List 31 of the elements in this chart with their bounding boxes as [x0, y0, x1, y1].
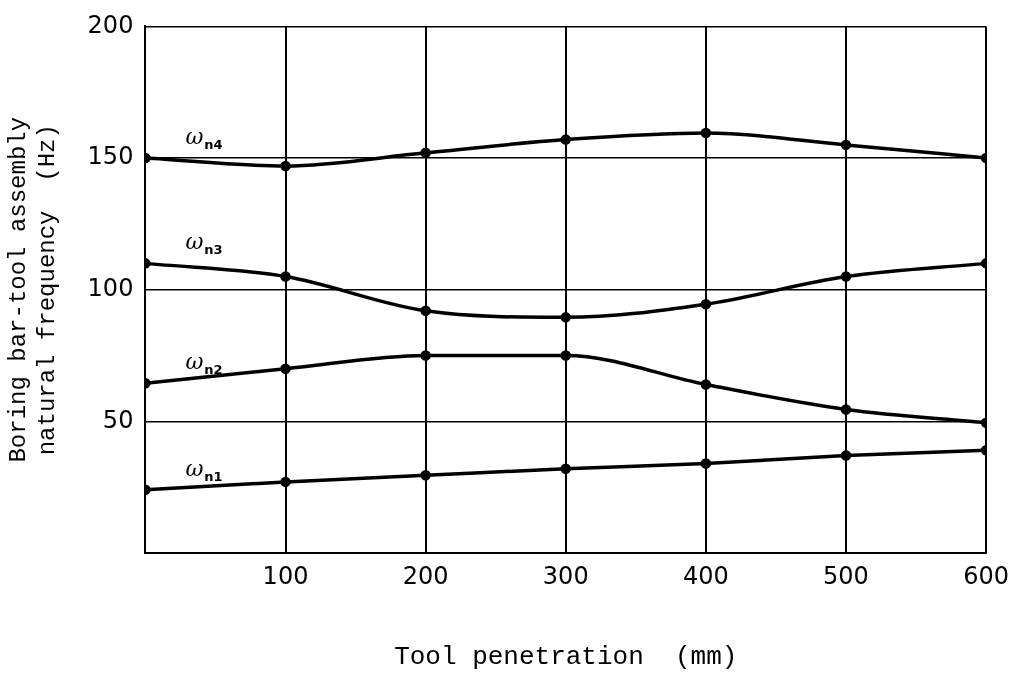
- point: [560, 463, 571, 474]
- point: [840, 139, 852, 151]
- point: [280, 271, 291, 282]
- point: [420, 470, 431, 481]
- point: [560, 350, 571, 361]
- x-tick-label: 500: [823, 561, 869, 590]
- point: [700, 458, 712, 469]
- y-tick-label: 150: [87, 142, 134, 171]
- x-tick-label: 600: [963, 561, 1009, 590]
- x-axis-title: Tool penetration (mm): [394, 642, 738, 673]
- y-axis-title: Boring bar-tool assembly natural frequency (Hz): [4, 116, 61, 463]
- point: [840, 271, 852, 282]
- point: [560, 134, 571, 145]
- point: [420, 305, 431, 317]
- point: [840, 450, 852, 461]
- point: [420, 350, 431, 361]
- y-tick-label: 50: [102, 405, 134, 434]
- point: [700, 127, 712, 139]
- point: [280, 363, 291, 374]
- point: [700, 379, 712, 390]
- x-tick-label: 400: [682, 561, 729, 590]
- y-tick-label: 200: [87, 10, 134, 39]
- point: [280, 476, 291, 488]
- point: [280, 160, 291, 172]
- point: [560, 312, 571, 323]
- y-tick-label: 100: [87, 273, 134, 302]
- x-tick-label: 200: [402, 561, 449, 590]
- x-tick-label: 300: [542, 561, 589, 590]
- point: [840, 404, 852, 415]
- point: [700, 298, 712, 310]
- x-tick-label: 100: [262, 561, 309, 590]
